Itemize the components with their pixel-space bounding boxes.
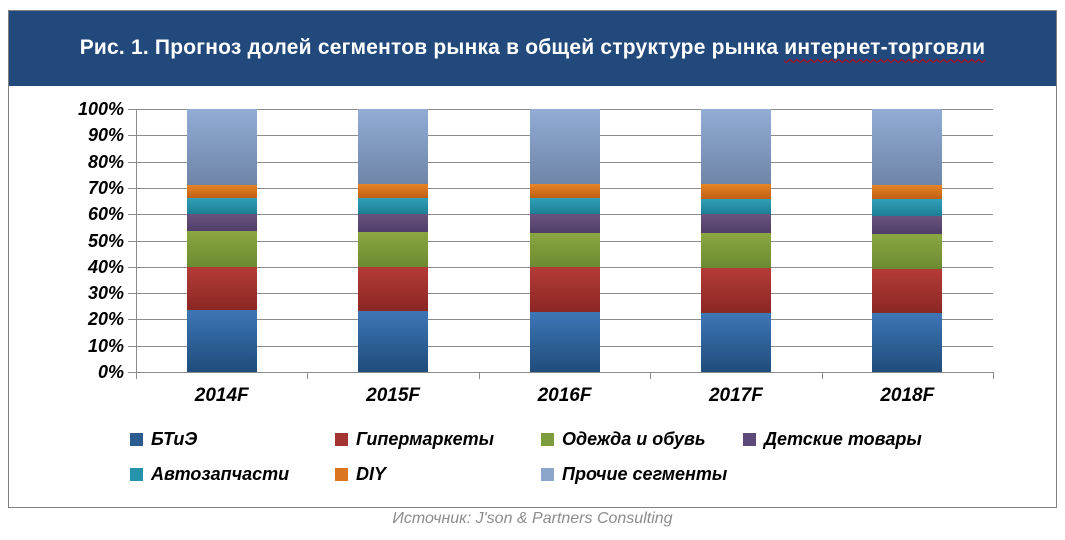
source-caption: Источник: J'son & Partners Consulting — [392, 510, 673, 527]
figure-title: Рис. 1. Прогноз долей сегментов рынка в … — [66, 36, 1000, 60]
figure-frame: Рис. 1. Прогноз долей сегментов рынка в … — [8, 10, 1057, 508]
figure-title-text: Рис. 1. Прогноз долей сегментов рынка в … — [79, 36, 785, 60]
figure-header: Рис. 1. Прогноз долей сегментов рынка в … — [9, 11, 1056, 86]
spellcheck-flagged-word: интернет-торговли — [784, 36, 986, 60]
